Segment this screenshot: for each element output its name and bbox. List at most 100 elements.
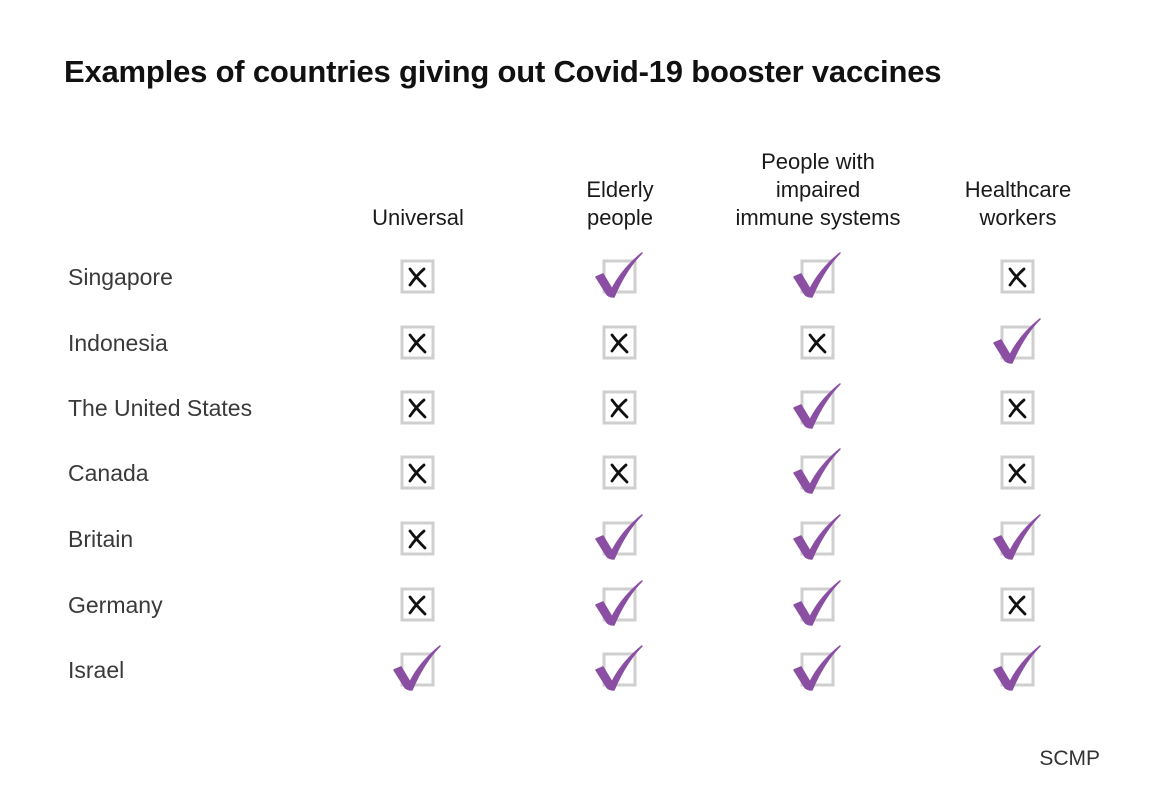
column-header-universal: Universal — [298, 142, 538, 232]
check-mark — [793, 448, 841, 494]
cross-mark — [808, 333, 827, 354]
cross-cell — [796, 321, 840, 365]
check-cell — [595, 645, 643, 692]
cross-mark — [610, 463, 629, 484]
checkbox-frame — [400, 259, 435, 294]
check-mark — [993, 514, 1041, 560]
cross-mark — [610, 333, 629, 354]
checkbox-frame — [400, 521, 435, 556]
cross-icon — [800, 325, 835, 360]
row-label: Singapore — [68, 264, 173, 290]
cross-mark — [408, 398, 427, 419]
check-mark — [993, 318, 1041, 364]
cross-mark — [610, 398, 629, 419]
cross-icon — [602, 325, 637, 360]
column-header-elderly: Elderly people — [500, 142, 740, 232]
check-cell — [393, 645, 441, 692]
check-cell — [993, 514, 1041, 561]
cross-cell — [396, 583, 440, 627]
cross-cell — [396, 255, 440, 299]
check-cell — [793, 383, 841, 430]
chart-title: Examples of countries giving out Covid-1… — [64, 54, 942, 89]
cross-cell — [396, 451, 440, 495]
check-mark — [793, 252, 841, 298]
checkmark-icon — [993, 514, 1041, 560]
checkmark-icon — [793, 383, 841, 429]
check-cell — [595, 580, 643, 627]
checkbox-frame — [400, 587, 435, 622]
cross-icon — [602, 455, 637, 490]
cross-cell — [396, 386, 440, 430]
check-mark — [793, 645, 841, 691]
row-label: Canada — [68, 460, 149, 486]
row-label: Germany — [68, 592, 163, 618]
cross-icon — [400, 259, 435, 294]
cross-cell — [996, 255, 1040, 299]
cross-mark — [1008, 398, 1027, 419]
cross-icon — [1000, 455, 1035, 490]
cross-icon — [400, 587, 435, 622]
column-header-impaired: People with impaired immune systems — [698, 142, 938, 232]
cross-mark — [408, 463, 427, 484]
cross-cell — [996, 583, 1040, 627]
column-header-line: Elderly — [586, 177, 654, 202]
cross-mark — [1008, 267, 1027, 288]
cross-mark — [1008, 595, 1027, 616]
cross-icon — [1000, 259, 1035, 294]
check-mark — [793, 580, 841, 626]
column-header-line: Universal — [372, 205, 464, 230]
checkmark-icon — [793, 448, 841, 494]
cross-icon — [400, 521, 435, 556]
checkmark-icon — [595, 645, 643, 691]
checkbox-frame — [400, 455, 435, 490]
cross-mark — [408, 267, 427, 288]
checkmark-icon — [993, 645, 1041, 691]
check-mark — [595, 645, 643, 691]
row-label: Israel — [68, 657, 125, 683]
check-mark — [595, 252, 643, 298]
check-cell — [793, 252, 841, 299]
cross-icon — [602, 390, 637, 425]
check-cell — [595, 514, 643, 561]
column-header-line: workers — [979, 205, 1057, 230]
cross-icon — [400, 390, 435, 425]
check-cell — [793, 448, 841, 495]
cross-icon — [400, 455, 435, 490]
checkmark-icon — [595, 580, 643, 626]
check-mark — [793, 514, 841, 560]
cross-icon — [1000, 587, 1035, 622]
source-credit: SCMP — [1039, 747, 1100, 770]
column-header-line: people — [586, 205, 654, 230]
check-cell — [793, 514, 841, 561]
cross-mark — [1008, 463, 1027, 484]
check-cell — [793, 645, 841, 692]
checkmark-icon — [793, 580, 841, 626]
check-cell — [595, 252, 643, 299]
column-header-healthcare: Healthcare workers — [898, 142, 1138, 232]
cross-mark — [408, 595, 427, 616]
checkmark-icon — [595, 252, 643, 298]
row-label: Britain — [68, 526, 134, 552]
checkbox-frame — [400, 325, 435, 360]
check-cell — [993, 318, 1041, 365]
check-mark — [993, 645, 1041, 691]
check-cell — [993, 645, 1041, 692]
cross-cell — [396, 517, 440, 561]
checkmark-icon — [793, 514, 841, 560]
cross-cell — [396, 321, 440, 365]
check-mark — [595, 580, 643, 626]
row-label: Indonesia — [68, 330, 168, 356]
column-header-line: Healthcare — [964, 177, 1072, 202]
cross-icon — [400, 325, 435, 360]
cross-cell — [996, 386, 1040, 430]
checkmark-icon — [993, 318, 1041, 364]
cross-mark — [408, 529, 427, 550]
checkmark-icon — [793, 645, 841, 691]
cross-cell — [598, 451, 642, 495]
check-cell — [793, 580, 841, 627]
check-mark — [793, 383, 841, 429]
column-header-line: immune systems — [735, 205, 901, 230]
cross-icon — [1000, 390, 1035, 425]
cross-cell — [996, 451, 1040, 495]
